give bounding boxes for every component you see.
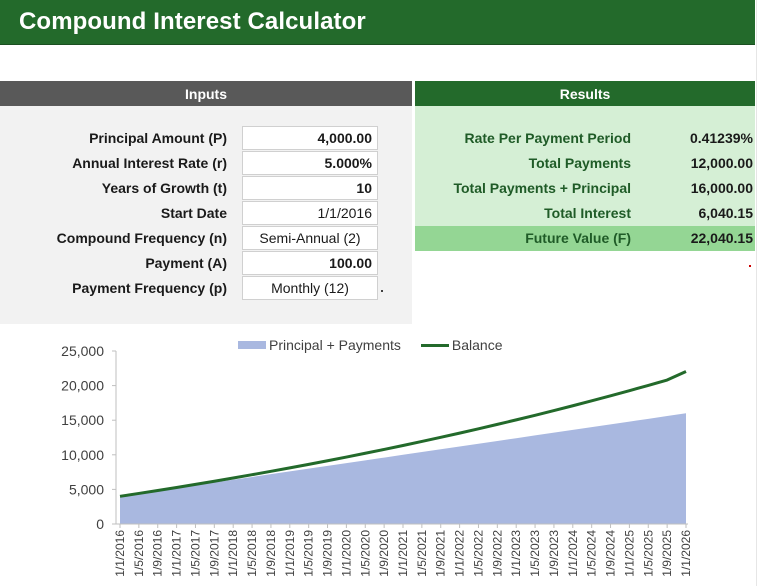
compound-frequency-label: Compound Frequency (n) — [56, 230, 227, 246]
x-tick-label: 1/1/2019 — [283, 530, 297, 577]
y-tick-label: 5,000 — [69, 481, 104, 497]
growth-chart[interactable]: 0 5,000 10,000 15,000 20,000 25,000 1/1/2016 1/… — [0, 330, 756, 586]
x-tick-label: 1/9/2018 — [264, 530, 278, 577]
input-row-years: Years of Growth (t) 10 — [0, 176, 412, 201]
total-payments-label: Total Payments — [528, 155, 631, 171]
result-row-total-interest: Total Interest 6,040.15 — [415, 201, 755, 226]
future-value-label: Future Value (F) — [525, 230, 631, 246]
payment-input[interactable]: 100.00 — [242, 251, 378, 275]
chart-canvas: 0 5,000 10,000 15,000 20,000 25,000 1/1/2016 1/… — [61, 343, 693, 577]
payments-plus-principal-label: Total Payments + Principal — [453, 180, 631, 196]
payment-frequency-label: Payment Frequency (p) — [72, 280, 227, 296]
x-tick-label: 1/9/2021 — [434, 530, 448, 577]
y-tick-label: 0 — [96, 516, 104, 532]
x-tick-label: 1/5/2020 — [358, 530, 372, 577]
x-tick-label: 1/5/2021 — [415, 530, 429, 577]
inputs-header: Inputs — [0, 81, 412, 106]
legend-swatch-balance — [420, 343, 449, 347]
years-label: Years of Growth (t) — [101, 180, 227, 196]
x-tick-label: 1/9/2025 — [660, 530, 674, 577]
payment-label: Payment (A) — [145, 255, 227, 271]
x-tick-label: 1/9/2023 — [547, 530, 561, 577]
page-title: Compound Interest Calculator — [19, 8, 366, 35]
legend-label-balance: Balance — [451, 337, 503, 353]
x-tick-label: 1/5/2023 — [528, 530, 542, 577]
red-marker-dot — [749, 265, 751, 267]
input-row-rate: Annual Interest Rate (r) 5.000% — [0, 151, 412, 176]
input-row-payment: Payment (A) 100.00 — [0, 251, 412, 276]
result-row-future-value: Future Value (F) 22,040.15 — [415, 226, 755, 251]
principal-input[interactable]: 4,000.00 — [242, 126, 378, 150]
years-input[interactable]: 10 — [242, 176, 378, 200]
future-value-value: 22,040.15 — [690, 230, 753, 246]
compound-frequency-select[interactable]: Semi-Annual (2) — [242, 226, 378, 250]
start-date-label: Start Date — [160, 205, 227, 221]
y-tick-label: 15,000 — [61, 412, 104, 428]
x-tick-label: 1/5/2018 — [245, 530, 259, 577]
result-row-total-payments: Total Payments 12,000.00 — [415, 151, 755, 176]
x-tick-label: 1/9/2020 — [377, 530, 391, 577]
x-tick-label: 1/1/2020 — [339, 530, 353, 577]
rate-input[interactable]: 5.000% — [242, 151, 378, 175]
x-tick-label: 1/1/2016 — [113, 530, 127, 577]
total-interest-value: 6,040.15 — [698, 205, 754, 221]
start-date-input[interactable]: 1/1/2016 — [242, 201, 378, 225]
y-tick-label: 25,000 — [61, 343, 104, 359]
payments-plus-principal-value: 16,000.00 — [690, 180, 753, 196]
chart-legend: Principal + Payments Balance — [238, 336, 503, 354]
results-header: Results — [415, 81, 755, 106]
sheet-edge — [756, 0, 757, 586]
x-tick-label: 1/9/2017 — [207, 530, 221, 577]
principal-label: Principal Amount (P) — [89, 130, 227, 146]
x-tick-label: 1/5/2025 — [641, 530, 655, 577]
input-row-compound-frequency: Compound Frequency (n) Semi-Annual (2) — [0, 226, 412, 251]
title-bar: Compound Interest Calculator — [0, 0, 755, 45]
x-tick-label: 1/5/2016 — [132, 530, 146, 577]
input-row-principal: Principal Amount (P) 4,000.00 — [0, 126, 412, 151]
legend-swatch-principal-payments — [238, 341, 266, 349]
x-tick-label: 1/9/2016 — [151, 530, 165, 577]
x-tick-label: 1/9/2024 — [604, 530, 618, 577]
total-interest-label: Total Interest — [544, 205, 631, 221]
line-balance — [119, 370, 687, 498]
x-tick-label: 1/1/2022 — [453, 530, 467, 577]
x-tick-label: 1/1/2026 — [679, 530, 693, 577]
x-tick-label: 1/5/2017 — [188, 530, 202, 577]
input-row-payment-frequency: Payment Frequency (p) Monthly (12) — [0, 276, 412, 301]
cell-marker-dot — [381, 290, 383, 292]
rate-per-period-label: Rate Per Payment Period — [464, 130, 631, 146]
result-row-rate-per-period: Rate Per Payment Period 0.41239% — [415, 126, 755, 151]
x-tick-label: 1/9/2019 — [321, 530, 335, 577]
total-payments-value: 12,000.00 — [690, 155, 753, 171]
x-tick-label: 1/1/2018 — [226, 530, 240, 577]
area-principal-payments — [120, 413, 686, 524]
rate-per-period-value: 0.41239% — [689, 130, 753, 146]
result-row-payments-plus-principal: Total Payments + Principal 16,000.00 — [415, 176, 755, 201]
x-tick-label: 1/1/2024 — [566, 530, 580, 577]
x-tick-label: 1/1/2023 — [509, 530, 523, 577]
x-tick-label: 1/5/2024 — [585, 530, 599, 577]
x-tick-label: 1/9/2022 — [490, 530, 504, 577]
y-tick-label: 10,000 — [61, 447, 104, 463]
payment-frequency-select[interactable]: Monthly (12) — [242, 276, 378, 300]
x-tick-label: 1/1/2017 — [170, 530, 184, 577]
x-tick-label: 1/5/2019 — [302, 530, 316, 577]
input-row-start-date: Start Date 1/1/2016 — [0, 201, 412, 226]
x-tick-label: 1/1/2025 — [622, 530, 636, 577]
x-tick-label: 1/1/2021 — [396, 530, 410, 577]
legend-label-principal-payments: Principal + Payments — [269, 337, 401, 353]
x-tick-label: 1/5/2022 — [471, 530, 485, 577]
rate-label: Annual Interest Rate (r) — [72, 155, 227, 171]
y-tick-label: 20,000 — [61, 378, 104, 394]
